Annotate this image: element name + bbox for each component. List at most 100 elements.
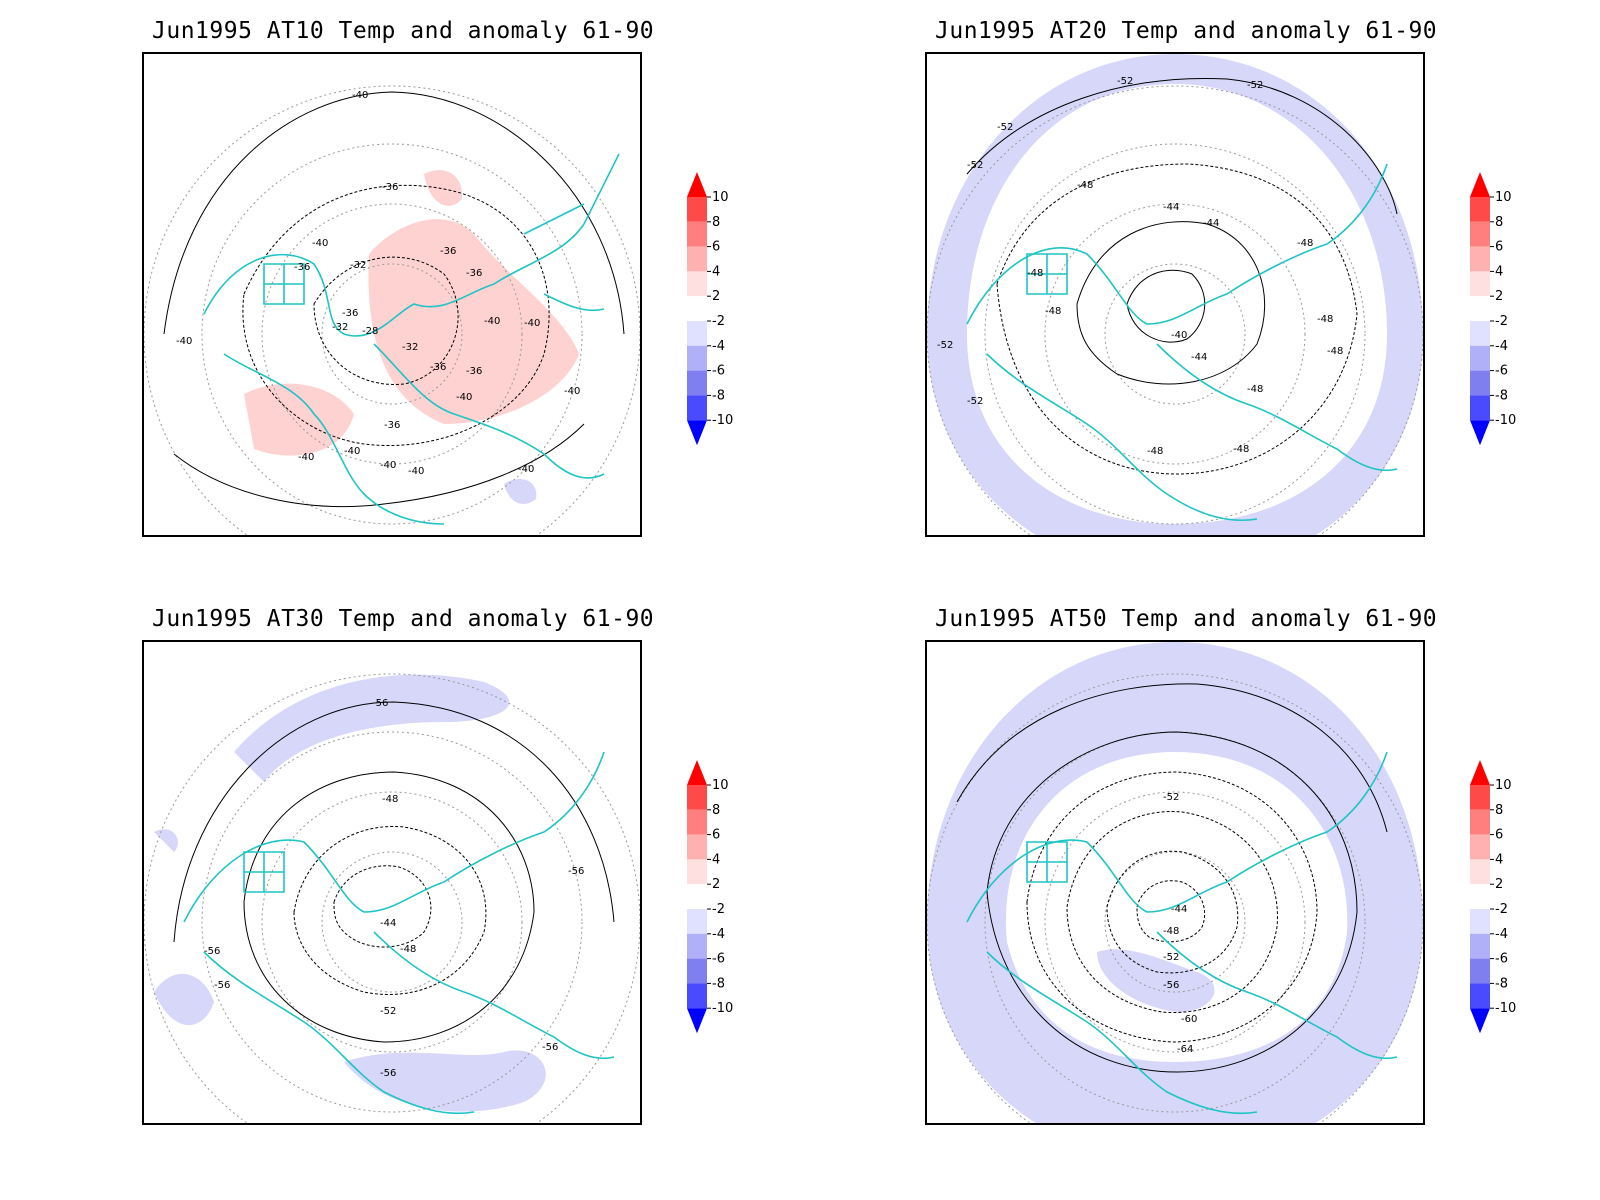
colorbar-arrow-bottom	[687, 420, 707, 446]
colorbar-arrow-top	[687, 760, 707, 785]
colorbar-tick-label: 6	[1495, 240, 1503, 255]
colorbar-tick-label: 4	[712, 852, 720, 867]
svg-text:-40: -40	[344, 446, 360, 457]
colorbar-swatch	[1470, 958, 1490, 984]
colorbar-tick-label: -4	[712, 339, 725, 354]
colorbar-tick-label: -2	[712, 902, 725, 917]
svg-text:-56: -56	[214, 980, 230, 991]
svg-text:-40: -40	[564, 386, 580, 397]
colorbar-tick-label: 2	[712, 877, 720, 892]
svg-text:-36: -36	[382, 182, 398, 193]
map-canvas: -52 -52 -52 -52 -48 -44 -44 -48 -48 -48 …	[927, 54, 1423, 535]
colorbar-tick-label: 8	[1495, 803, 1503, 818]
colorbar-swatch	[687, 834, 707, 860]
svg-text:-44: -44	[1171, 904, 1187, 915]
svg-text:-52: -52	[1247, 80, 1263, 91]
svg-text:-48: -48	[1147, 446, 1163, 457]
colorbar-swatch	[1470, 809, 1490, 835]
colorbar-tick-label: 8	[1495, 215, 1503, 230]
colorbar-tick-label: 10	[1495, 778, 1512, 793]
colorbar-arrow-top	[687, 172, 707, 197]
colorbar-swatch	[687, 785, 707, 810]
colorbar-swatch	[687, 221, 707, 247]
svg-text:-48: -48	[1163, 926, 1179, 937]
colorbar-swatch	[687, 246, 707, 272]
polar-circle	[144, 85, 640, 535]
svg-text:-44: -44	[1163, 202, 1179, 213]
colorbar-swatch	[1470, 370, 1490, 396]
colorbar-tick-label: -2	[712, 314, 725, 329]
colorbar-tick-label: 6	[712, 828, 720, 843]
colorbar-arrow-bottom	[1470, 1008, 1490, 1034]
svg-text:-44: -44	[1203, 218, 1219, 229]
contour-labels: -52 -44 -48 -52 -56 -60 -64	[1163, 792, 1197, 1055]
svg-text:-40: -40	[352, 90, 368, 101]
colorbar-swatch	[687, 197, 707, 222]
colorbar-tick-label: -4	[1495, 339, 1508, 354]
colorbar-svg: 10 8 6 4 2 -2 -4 -6 -8 -10	[1470, 760, 1516, 1034]
svg-text:-52: -52	[937, 340, 953, 351]
panel-title: Jun1995 AT20 Temp and anomaly 61-90	[935, 18, 1438, 44]
colorbar-swatch	[1470, 909, 1490, 934]
polar-map: -40 -36 -36 -40 -40 -36 -32 -36 -32 -28 …	[142, 52, 642, 537]
contour-labels: -52 -52 -52 -52 -48 -44 -44 -48 -48 -48 …	[937, 76, 1343, 457]
colorbar-tick-label: 10	[1495, 190, 1512, 205]
colorbar-tick-label: -4	[1495, 927, 1508, 942]
svg-text:-48: -48	[1297, 238, 1313, 249]
colorbar-tick-label: 8	[712, 803, 720, 818]
panel-title: Jun1995 AT50 Temp and anomaly 61-90	[935, 606, 1438, 632]
colorbar-swatch	[687, 321, 707, 346]
anomaly-fill	[927, 642, 1423, 1123]
colorbar-swatch	[687, 884, 707, 909]
contours	[163, 91, 625, 508]
coastlines	[203, 153, 620, 525]
colorbar-tick-label: 2	[1495, 289, 1503, 304]
colorbar-swatch	[687, 370, 707, 396]
colorbar-swatch	[687, 983, 707, 1009]
svg-text:-64: -64	[1177, 1044, 1193, 1055]
svg-text:-40: -40	[1171, 330, 1187, 341]
colorbar-svg: 10 8 6 4 2 -2 -4 -6 -8 -10	[687, 172, 733, 446]
colorbar-swatch	[1470, 785, 1490, 810]
colorbar-svg: 10 8 6 4 2 -2 -4 -6 -8 -10	[1470, 172, 1516, 446]
svg-text:-48: -48	[1247, 384, 1263, 395]
svg-text:-52: -52	[380, 1006, 396, 1017]
colorbar-swatch	[1470, 859, 1490, 885]
colorbar-swatch	[687, 958, 707, 984]
colorbar-tick-label: -6	[1495, 952, 1508, 967]
svg-text:-36: -36	[466, 268, 482, 279]
map-canvas: -52 -44 -48 -52 -56 -60 -64	[927, 642, 1423, 1123]
colorbar-tick-label: 6	[712, 240, 720, 255]
polar-circle	[144, 673, 640, 1123]
svg-text:-48: -48	[400, 944, 416, 955]
panel-title: Jun1995 AT30 Temp and anomaly 61-90	[152, 606, 655, 632]
polar-map: -56 -48 -44 -48 -56 -56 -56 -52 -56 -56	[142, 640, 642, 1125]
colorbar-swatch	[1470, 321, 1490, 346]
map-canvas: -40 -36 -36 -40 -40 -36 -32 -36 -32 -28 …	[144, 85, 640, 535]
svg-text:-52: -52	[1117, 76, 1133, 87]
colorbar-tick-label: 4	[712, 264, 720, 279]
colorbar-tick-label: -8	[712, 976, 725, 991]
coastlines	[966, 163, 1398, 522]
svg-text:-40: -40	[380, 460, 396, 471]
colorbar-tick-label: 2	[1495, 877, 1503, 892]
colorbar: 10 8 6 4 2 -2 -4 -6 -8 -10	[1468, 760, 1528, 1050]
colorbar-tick-label: -10	[1495, 413, 1516, 428]
colorbar-arrow-top	[1470, 172, 1490, 197]
svg-text:-56: -56	[204, 946, 220, 957]
svg-text:-56: -56	[1163, 980, 1179, 991]
colorbar-tick-label: -2	[1495, 902, 1508, 917]
polar-map: -52 -44 -48 -52 -56 -60 -64	[925, 640, 1425, 1125]
svg-text:-40: -40	[524, 318, 540, 329]
colorbar-tick-label: 8	[712, 215, 720, 230]
svg-text:-36: -36	[430, 362, 446, 373]
colorbar-swatch	[1470, 221, 1490, 247]
colorbar-swatch	[687, 271, 707, 297]
colorbar-swatch	[687, 395, 707, 421]
panel-title: Jun1995 AT10 Temp and anomaly 61-90	[152, 18, 655, 44]
svg-text:-48: -48	[1327, 346, 1343, 357]
colorbar-swatch	[687, 909, 707, 934]
colorbar-swatch	[687, 933, 707, 959]
colorbar-tick-label: 10	[712, 190, 729, 205]
contour-labels: -40 -36 -36 -40 -40 -36 -32 -36 -32 -28 …	[176, 90, 580, 477]
